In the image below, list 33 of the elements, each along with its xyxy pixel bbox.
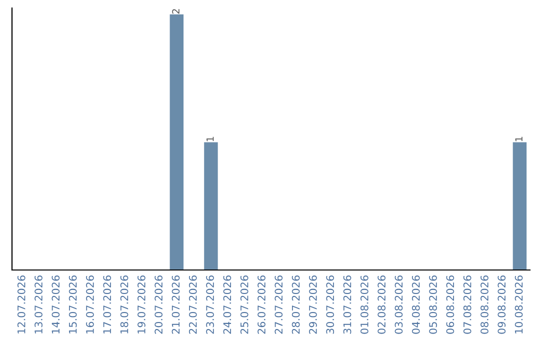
x-tick-label: 12.07.2026 bbox=[17, 276, 26, 334]
x-tick-label: 30.07.2026 bbox=[326, 276, 334, 334]
x-tick-label: 27.07.2026 bbox=[274, 276, 283, 334]
x-tick-label: 15.07.2026 bbox=[68, 276, 77, 334]
x-tick-label: 13.07.2026 bbox=[34, 276, 42, 334]
x-tick-label: 17.07.2026 bbox=[103, 276, 112, 334]
x-tick-label: 23.07.2026 bbox=[206, 276, 214, 334]
x-tick-label: 02.08.2026 bbox=[378, 276, 386, 334]
x-tick-label: 20.07.2026 bbox=[154, 276, 163, 334]
x-tick-label: 05.08.2026 bbox=[429, 276, 437, 334]
x-tick-label: 09.08.2026 bbox=[498, 276, 506, 334]
x-tick-label: 08.08.2026 bbox=[480, 276, 488, 334]
data-label: 1 bbox=[515, 136, 522, 142]
x-tick-label: 31.07.2026 bbox=[343, 276, 352, 334]
x-tick-label: 21.07.2026 bbox=[172, 276, 180, 334]
x-tick-label: 10.08.2026 bbox=[514, 276, 523, 334]
x-tick-label: 18.07.2026 bbox=[120, 276, 128, 334]
x-tick-label: 04.08.2026 bbox=[412, 276, 420, 334]
x-tick-label: 19.07.2026 bbox=[138, 276, 146, 334]
data-label: 1 bbox=[206, 136, 214, 142]
x-tick-label: 26.07.2026 bbox=[258, 276, 266, 334]
x-tick-label: 01.08.2026 bbox=[360, 276, 368, 334]
x-tick-label: 03.08.2026 bbox=[394, 276, 403, 334]
x-tick-label: 25.07.2026 bbox=[240, 276, 248, 334]
x-tick-label: 22.07.2026 bbox=[188, 276, 197, 334]
x-tick-label: 29.07.2026 bbox=[309, 276, 317, 334]
data-label: 2 bbox=[172, 9, 180, 14]
x-tick-label: 28.07.2026 bbox=[292, 276, 300, 334]
x-tick-label: 06.08.2026 bbox=[446, 276, 454, 334]
x-tick-label: 16.07.2026 bbox=[86, 276, 94, 334]
x-tick-label: 14.07.2026 bbox=[52, 276, 60, 334]
x-tick-label: 07.08.2026 bbox=[463, 276, 472, 334]
x-tick-label: 24.07.2026 bbox=[223, 276, 232, 334]
